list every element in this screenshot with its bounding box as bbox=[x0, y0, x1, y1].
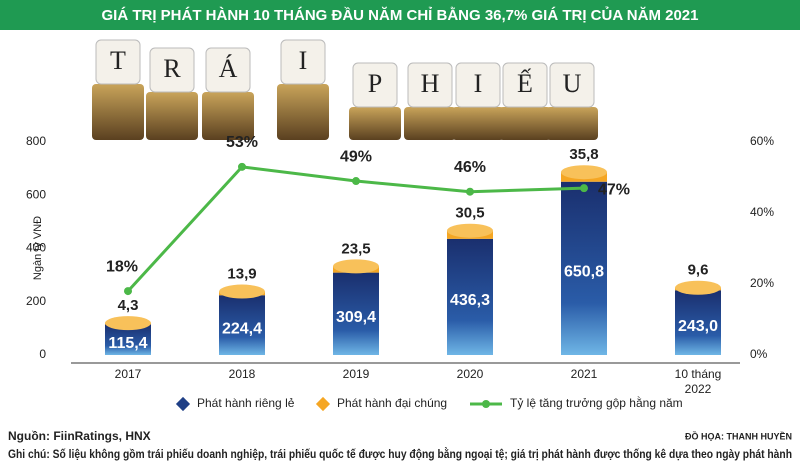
bar-private bbox=[333, 272, 379, 355]
banner-letter: R bbox=[163, 54, 181, 83]
bar-private bbox=[219, 295, 265, 355]
value-label-private: 243,0 bbox=[678, 318, 718, 335]
value-label-public: 4,3 bbox=[118, 297, 139, 314]
banner-letter: I bbox=[474, 69, 483, 98]
x-tick-label: 2018 bbox=[228, 367, 256, 381]
note: Ghi chú: Số liệu không gồm trái phiếu do… bbox=[8, 448, 792, 461]
letter-tile bbox=[280, 39, 326, 85]
bar-private bbox=[447, 238, 493, 355]
growth-label: 18% bbox=[106, 258, 138, 275]
coin-stack bbox=[452, 107, 504, 140]
y-tick-label: 200 bbox=[26, 294, 46, 308]
y2-tick-label: 40% bbox=[750, 205, 774, 219]
y2-tick-label: 20% bbox=[750, 276, 774, 290]
y-tick-label: 400 bbox=[26, 241, 46, 255]
growth-point bbox=[580, 184, 588, 193]
letter-tile bbox=[149, 47, 195, 93]
coin-stack bbox=[277, 84, 329, 140]
value-label-private: 650,8 bbox=[564, 264, 604, 281]
bar-cap bbox=[561, 165, 607, 180]
bar-private bbox=[561, 181, 607, 355]
bar-cap bbox=[219, 284, 265, 299]
title-banner bbox=[0, 0, 800, 30]
value-label-private: 309,4 bbox=[336, 309, 376, 326]
value-label-private: 224,4 bbox=[222, 320, 262, 337]
bar-cap bbox=[105, 316, 151, 331]
x-tick-label: 10 tháng 2022 bbox=[674, 367, 722, 396]
letter-tile bbox=[455, 62, 501, 108]
growth-point bbox=[238, 162, 246, 171]
banner-letter: T bbox=[110, 46, 126, 75]
value-label-private: 115,4 bbox=[108, 335, 147, 352]
value-label-public: 13,9 bbox=[227, 266, 256, 283]
legend-marker bbox=[315, 396, 331, 412]
value-label-private: 436,3 bbox=[450, 292, 490, 309]
coin-stack bbox=[499, 107, 551, 140]
x-tick-label: 2021 bbox=[570, 367, 598, 381]
credit: ĐỒ HỌA: THANH HUYỀN bbox=[685, 430, 792, 441]
banner-letter: Ế bbox=[517, 69, 533, 98]
letter-tile bbox=[549, 62, 595, 108]
bar-cap bbox=[675, 280, 721, 295]
x-tick-label: 2017 bbox=[114, 367, 142, 381]
y2-tick-label: 0% bbox=[750, 347, 768, 361]
coin-stack bbox=[546, 107, 598, 140]
value-label-public: 35,8 bbox=[569, 146, 598, 163]
growth-label: 47% bbox=[598, 181, 630, 198]
value-label-public: 30,5 bbox=[455, 205, 484, 222]
y-tick-label: 800 bbox=[26, 134, 46, 148]
legend-marker bbox=[175, 396, 191, 412]
banner-letter: P bbox=[368, 69, 382, 98]
letter-tile bbox=[95, 39, 141, 85]
bar-cap bbox=[447, 223, 493, 238]
coin-stack bbox=[92, 84, 144, 140]
source: Nguồn: FiinRatings, HNX bbox=[8, 429, 151, 443]
letter-tile bbox=[205, 47, 251, 93]
y2-tick-label: 60% bbox=[750, 134, 774, 148]
banner-letter: Á bbox=[219, 54, 238, 83]
banner-letter: U bbox=[563, 69, 582, 98]
x-tick-label: 2020 bbox=[456, 367, 484, 381]
banner-letter: H bbox=[421, 69, 440, 98]
growth-point bbox=[124, 287, 132, 296]
legend-label: Tỷ lệ tăng trưởng gộp hằng năm bbox=[510, 395, 683, 410]
bar-cap bbox=[333, 259, 379, 274]
letter-tile bbox=[502, 62, 548, 108]
legend-label: Phát hành đại chúng bbox=[337, 396, 447, 410]
legend-label: Phát hành riêng lẻ bbox=[197, 396, 295, 410]
growth-point bbox=[466, 187, 474, 196]
y-tick-label: 600 bbox=[26, 187, 46, 201]
chart-title: GIÁ TRỊ PHÁT HÀNH 10 THÁNG ĐẦU NĂM CHỈ B… bbox=[101, 6, 698, 24]
coin-stack bbox=[404, 107, 456, 140]
coin-stack bbox=[146, 92, 198, 140]
growth-label: 49% bbox=[340, 148, 372, 165]
growth-label: 53% bbox=[226, 134, 258, 151]
letter-tile bbox=[352, 62, 398, 108]
y-axis-label: Ngàn tỷ VNĐ bbox=[32, 216, 44, 280]
coin-stack bbox=[202, 92, 254, 140]
banner-letter: I bbox=[299, 46, 308, 75]
growth-point bbox=[352, 177, 360, 186]
y-tick-label: 0 bbox=[39, 347, 46, 361]
legend-marker bbox=[482, 400, 490, 408]
letter-tile bbox=[407, 62, 453, 108]
value-label-public: 23,5 bbox=[341, 240, 370, 257]
x-tick-label: 2019 bbox=[342, 367, 370, 381]
coin-stack bbox=[349, 107, 401, 140]
value-label-public: 9,6 bbox=[688, 262, 709, 279]
bar-private bbox=[675, 290, 721, 355]
growth-label: 46% bbox=[454, 159, 486, 176]
